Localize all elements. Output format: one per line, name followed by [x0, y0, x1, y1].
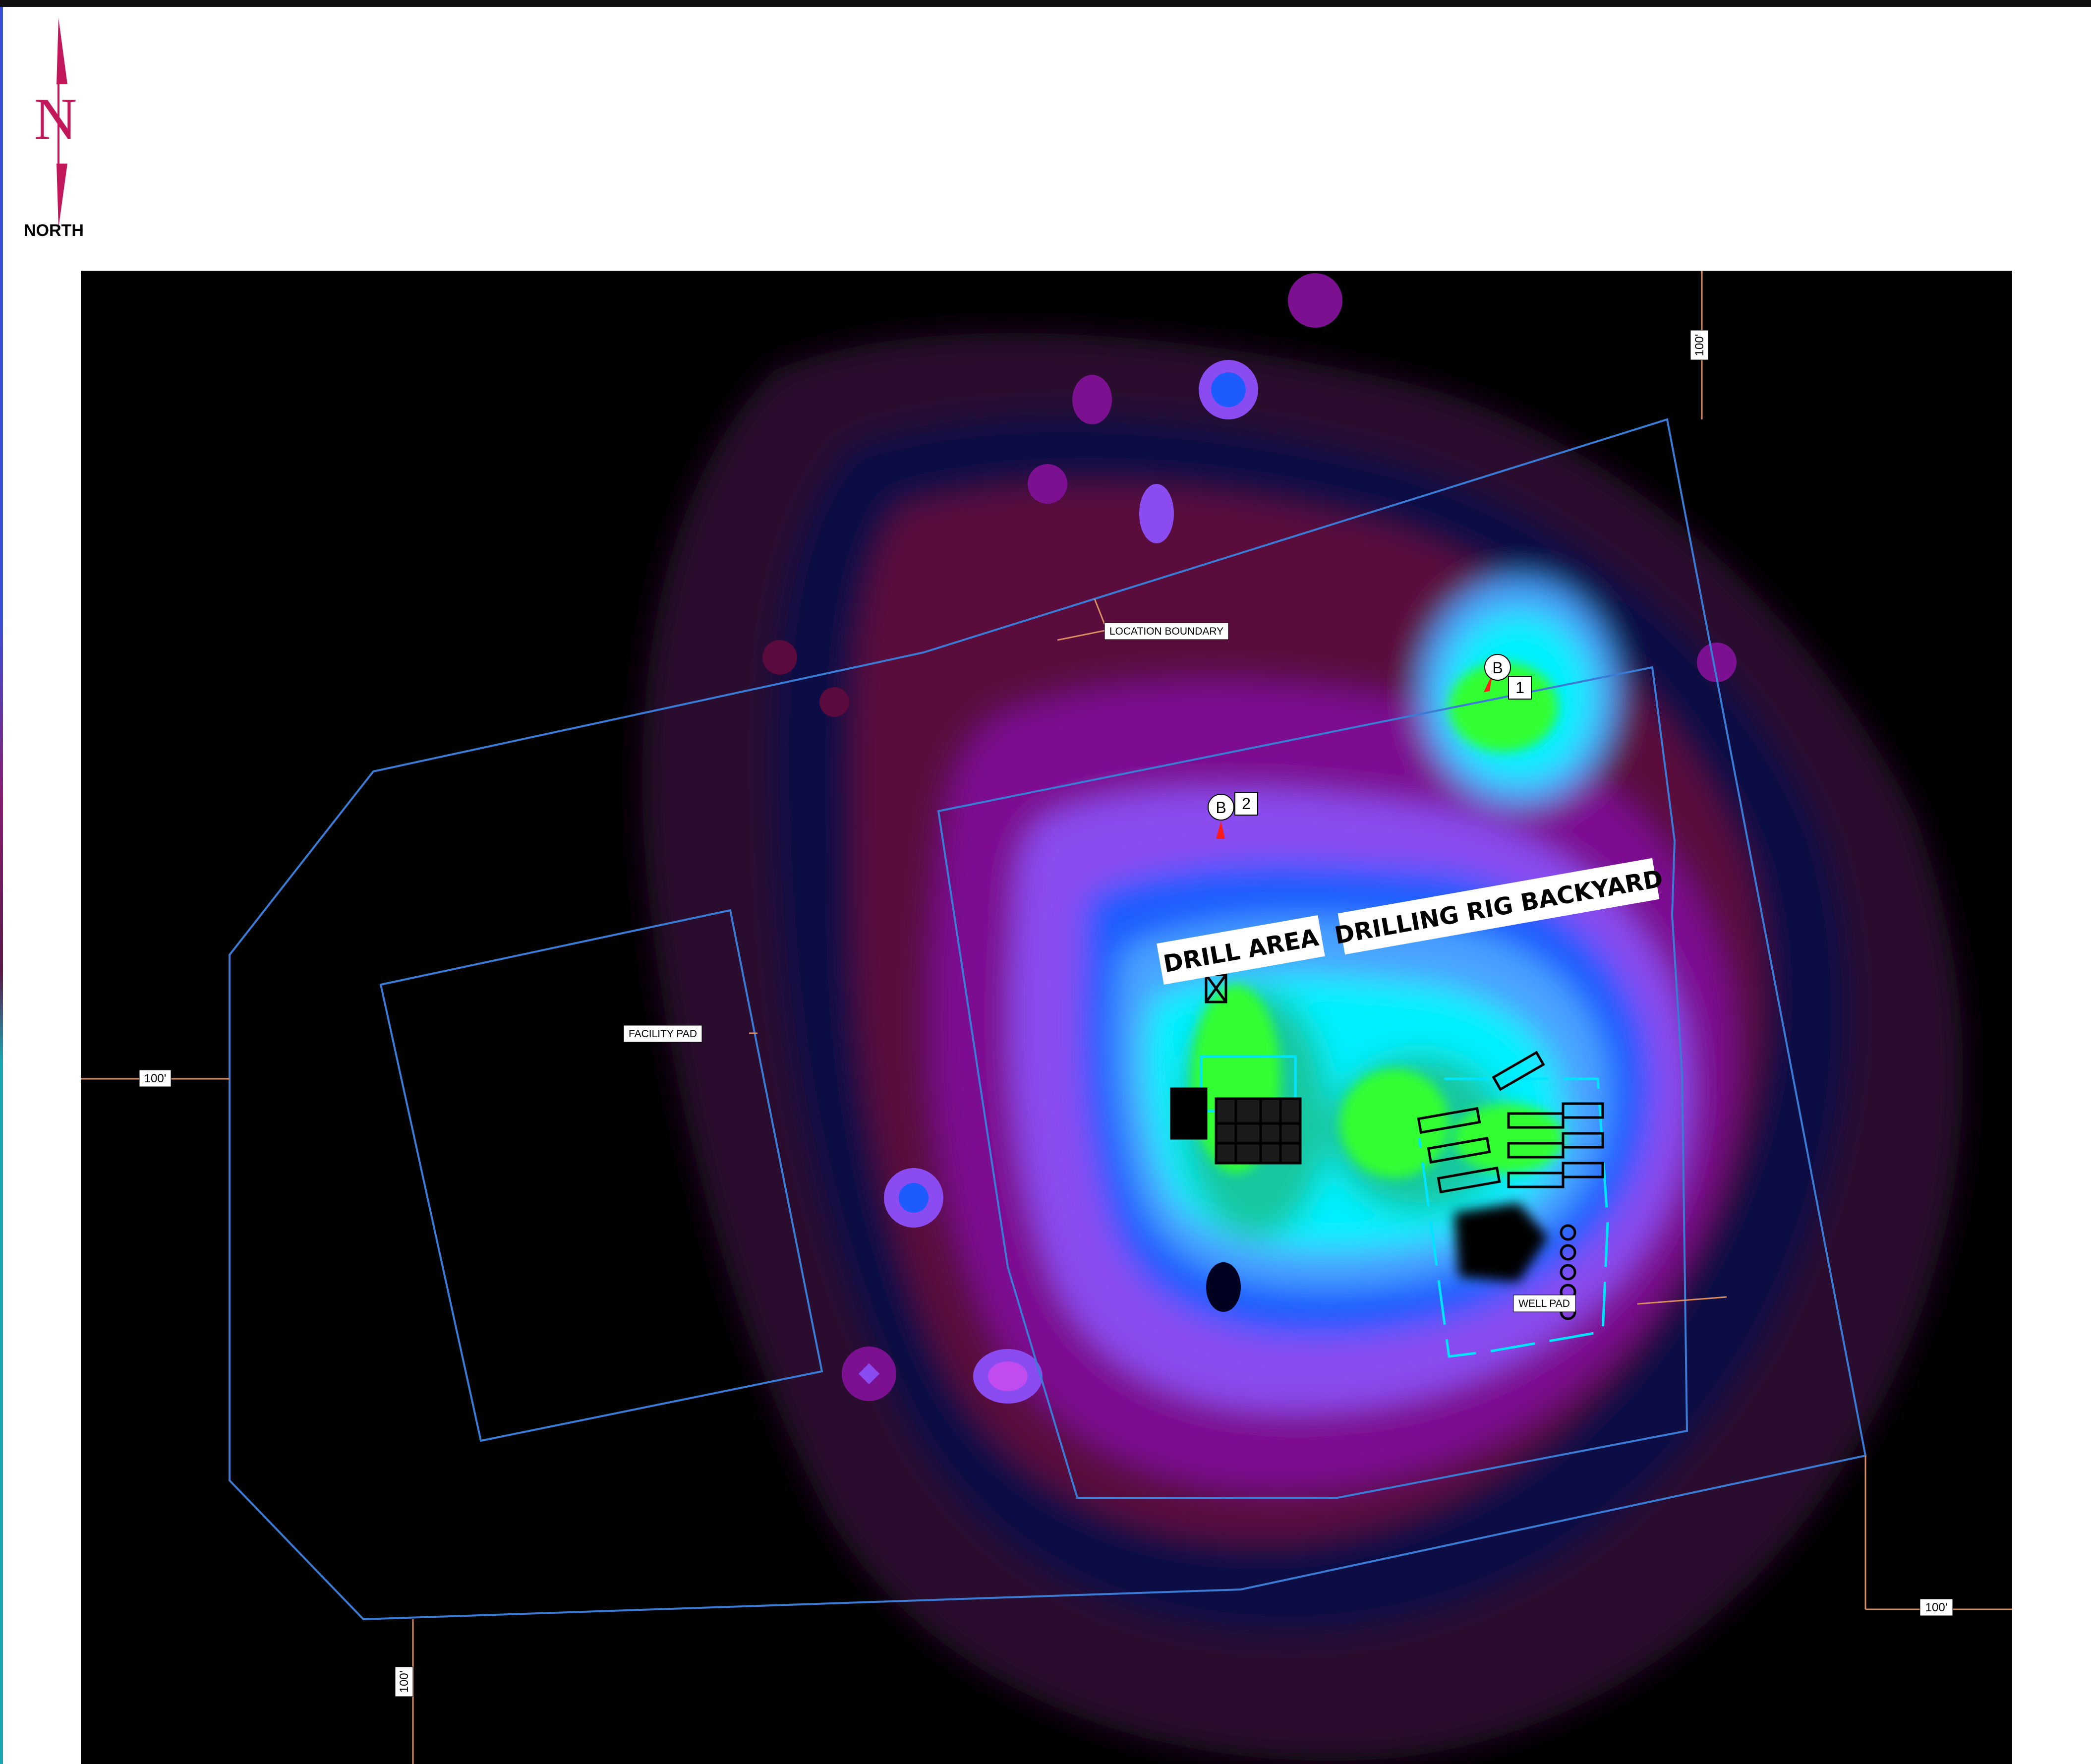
dimension-bottom-right: 100' [1920, 1599, 1953, 1616]
north-label: NORTH [24, 221, 84, 240]
dimension-bottom-right-text: 100' [1925, 1601, 1948, 1614]
left-border-line [0, 7, 3, 1764]
facility-pad-callout: FACILITY PAD [624, 1025, 702, 1042]
well-pad-label: WELL PAD [1518, 1298, 1570, 1309]
location-boundary-label: LOCATION BOUNDARY [1109, 626, 1223, 637]
top-border-line [0, 0, 2091, 7]
well-pad-callout: WELL PAD [1513, 1295, 1575, 1312]
dimension-bottom-left: 100' [395, 1667, 413, 1697]
marker-b2-letter: B [1216, 799, 1226, 817]
marker-b2-number: 2 [1242, 795, 1251, 813]
dimension-left: 100' [139, 1070, 171, 1087]
dimension-bottom-left-text: 100' [398, 1671, 411, 1693]
location-boundary-callout: LOCATION BOUNDARY [1104, 623, 1228, 640]
dimension-left-text: 100' [144, 1072, 167, 1085]
dimension-top-right-text: 100' [1693, 334, 1706, 356]
north-arrow-icon: N [20, 15, 119, 248]
facility-pad-label: FACILITY PAD [629, 1028, 697, 1040]
dimension-top-right: 100' [1690, 330, 1708, 360]
marker-b1-letter: B [1492, 659, 1503, 677]
marker-b1-number: 1 [1515, 679, 1524, 697]
emissions-contour-map: LOCATION BOUNDARY FACILITY PAD WELL PAD … [81, 271, 2012, 1764]
north-letter: N [34, 86, 77, 152]
